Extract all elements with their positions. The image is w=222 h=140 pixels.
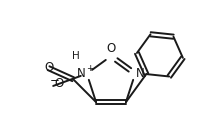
- Text: O: O: [54, 77, 63, 90]
- Text: N: N: [77, 67, 86, 80]
- Text: −: −: [50, 74, 60, 87]
- Text: +: +: [86, 64, 93, 73]
- Text: H: H: [72, 51, 80, 61]
- Text: O: O: [44, 60, 53, 74]
- Text: N: N: [136, 67, 145, 80]
- Text: O: O: [106, 42, 116, 54]
